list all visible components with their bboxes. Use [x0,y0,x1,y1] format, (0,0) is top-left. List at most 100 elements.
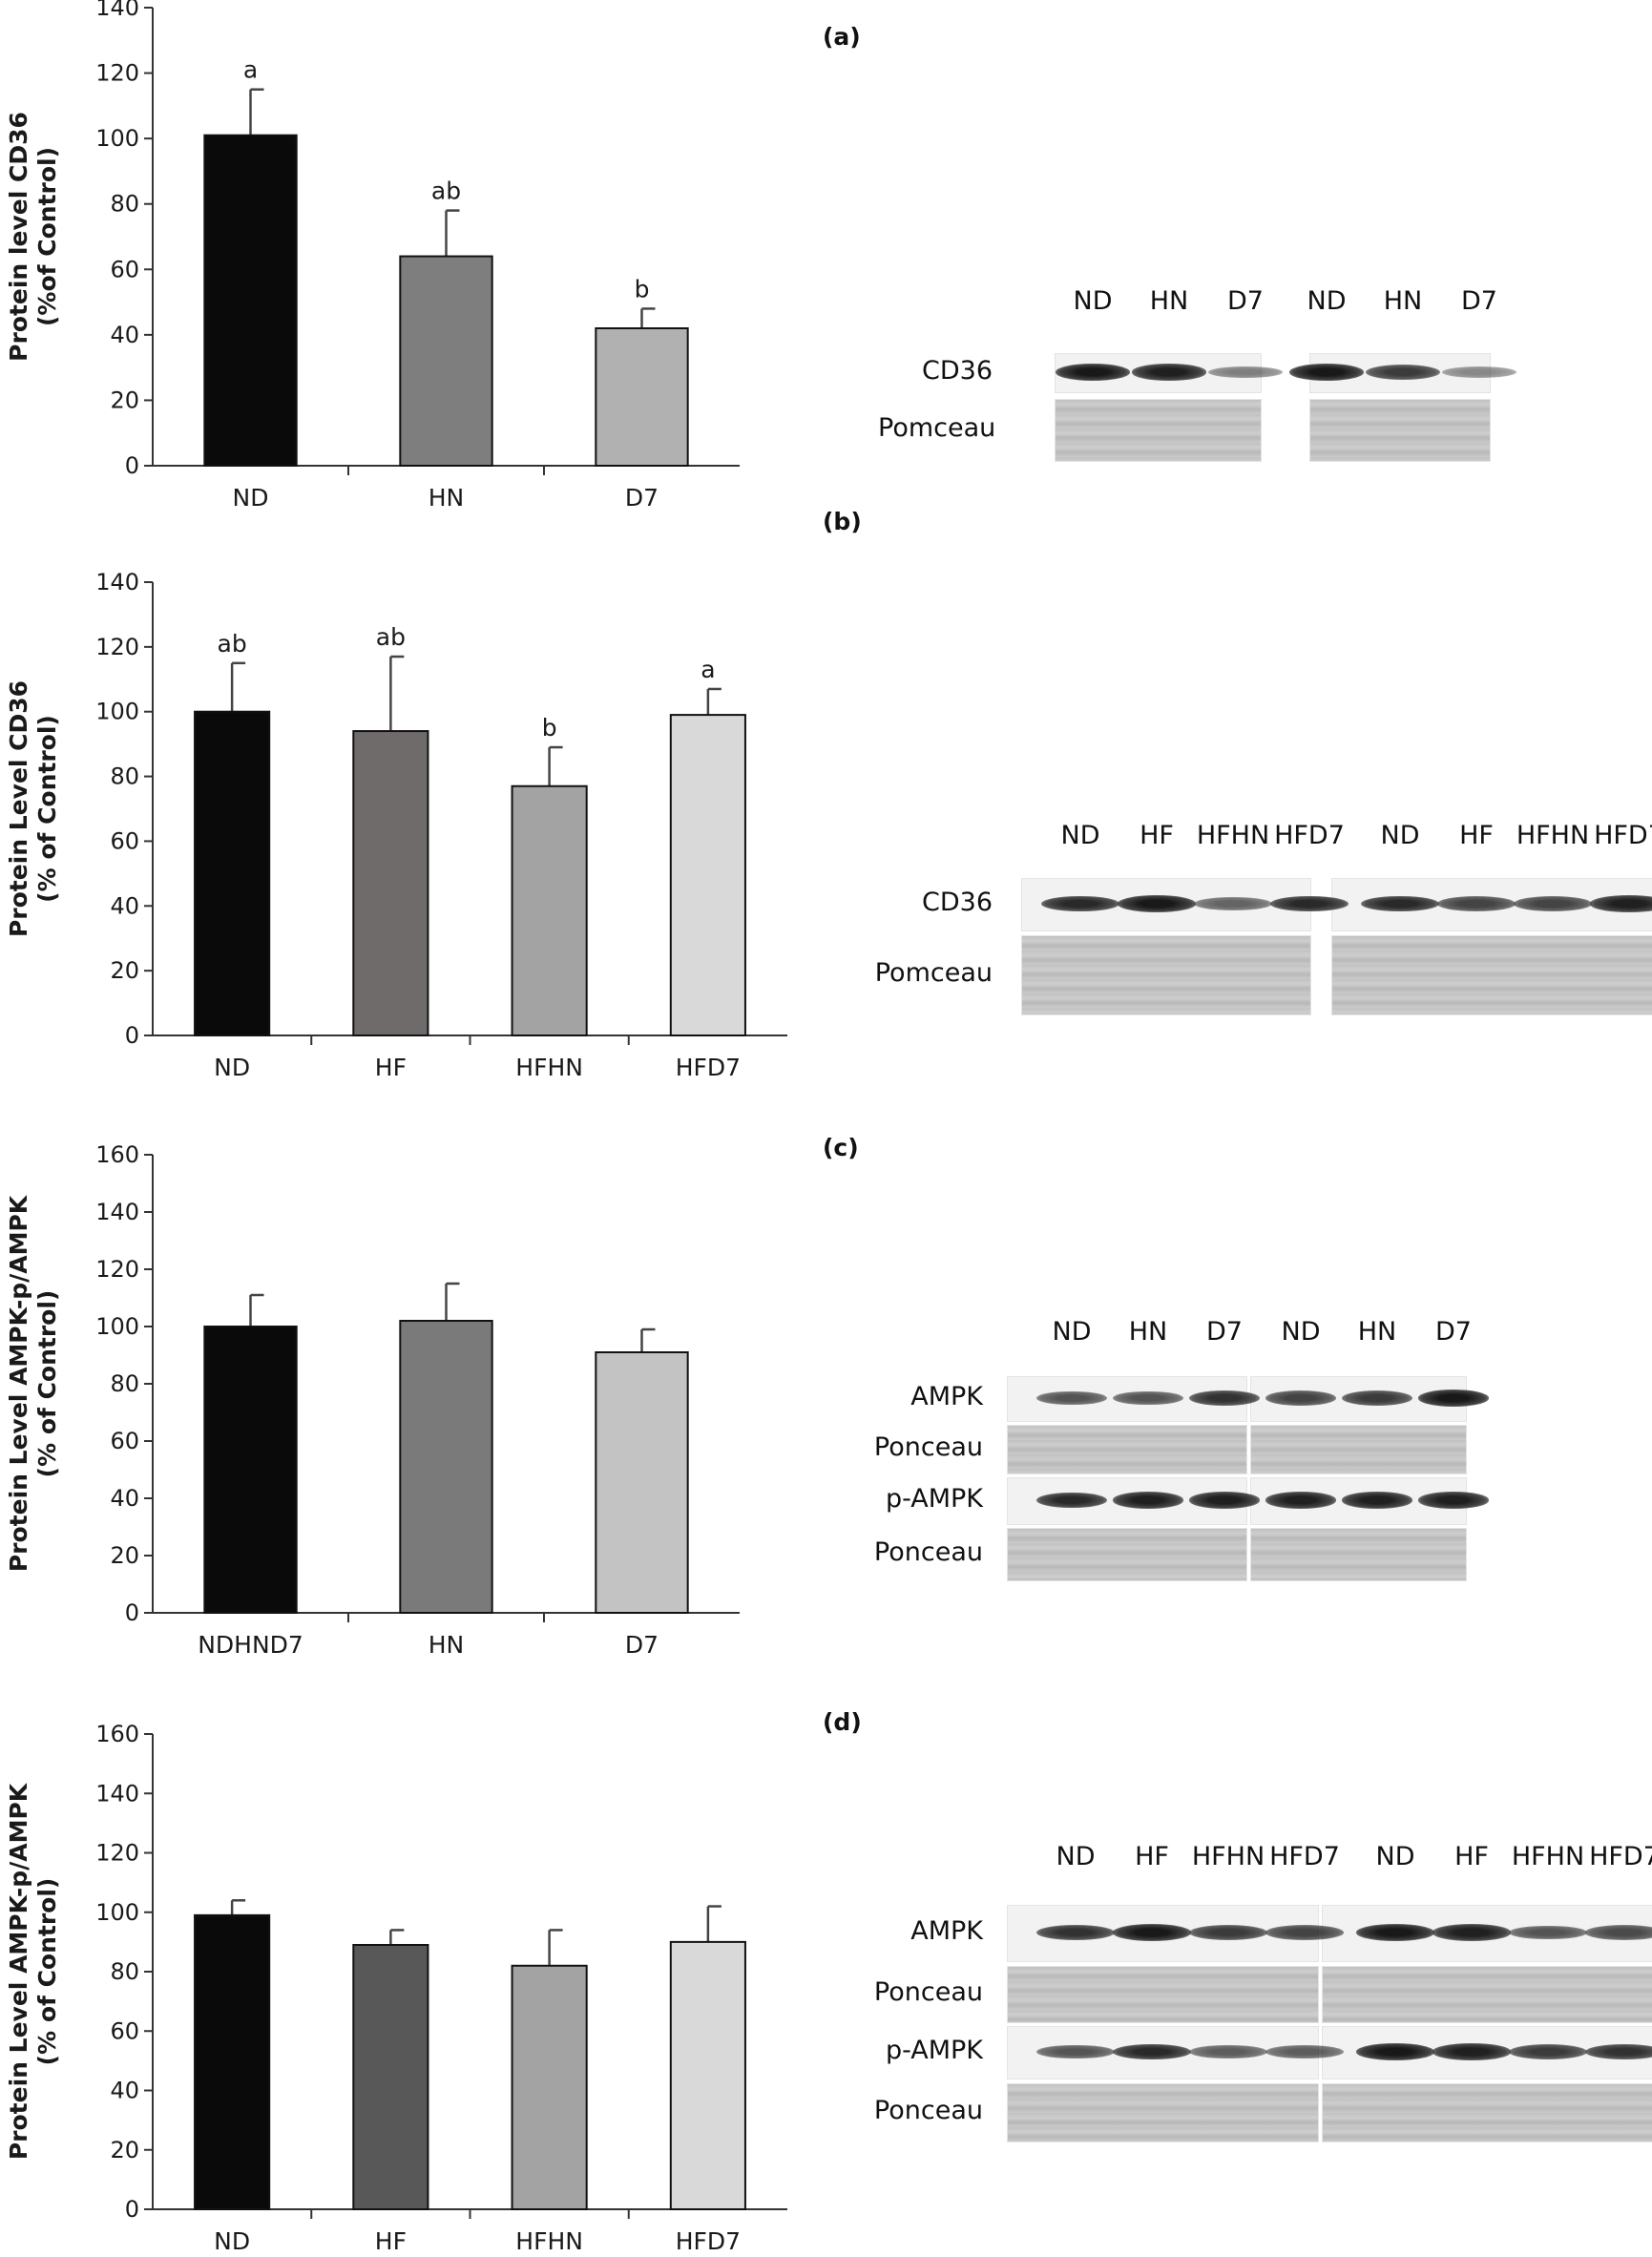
significance-label: b [635,275,650,303]
y-tick-label: 40 [110,322,139,348]
protein-band [1208,366,1283,379]
y-tick-label: 20 [110,2137,139,2163]
y-axis-label-unit: (% of Control) [33,715,61,903]
protein-band [1342,1492,1412,1509]
protein-band [1036,1390,1107,1406]
y-tick-label: 60 [110,256,139,282]
row-label: Ponceau [873,1977,983,2007]
y-tick-label: 140 [95,569,139,596]
western-blot-b: NDHFHFHNHFD7NDHFHFHNHFD7CD36Pomceau [840,821,1652,1040]
protein-band [1194,897,1272,910]
protein-band [1437,896,1516,911]
x-category-label: HFHN [515,2227,583,2255]
protein-band [1509,1925,1587,1940]
protein-band [1418,1390,1489,1407]
protein-band [1189,2044,1267,2059]
y-tick-label: 100 [95,125,139,152]
protein-band [1113,1390,1183,1406]
protein-band [1356,2043,1434,2060]
lane-label: ND [1375,1842,1415,1871]
ponceau-stain [1008,1967,1318,2022]
ponceau-strip [1007,1966,1319,2023]
protein-band [1118,895,1196,912]
protein-band [1189,1390,1260,1407]
protein-band [1366,365,1440,380]
row-label: Pomceau [878,413,996,443]
lane-label: ND [1060,821,1100,850]
lane-label: D7 [1461,286,1497,316]
bar-nd [203,134,298,467]
y-tick-label: 120 [95,1840,139,1867]
y-tick-label: 80 [110,1958,139,1985]
western-blot-a: ND HN D7 ND HN D7 CD36 Pomceau [878,286,1565,487]
ponceau-stain [1251,1529,1466,1580]
bar-hf [352,730,429,1036]
ponceau-stain [1332,936,1652,1014]
y-tick-label: 140 [95,1199,139,1225]
bar-nd [194,1913,271,2211]
bar-hn [399,1320,493,1614]
protein-band [1113,1924,1191,1941]
y-tick-label: 120 [95,634,139,660]
lane-label: HN [1383,286,1423,316]
bar-chart-c: 0 20 40 60 80 100 120 140 160 Protein Level AMPK-… [5,1141,740,1659]
lane-label: ND [1281,1317,1321,1347]
row-label: CD36 [922,356,993,386]
significance-label: a [243,56,258,84]
y-tick-label: 20 [110,957,139,984]
y-tick-label: 60 [110,2017,139,2044]
protein-band [1036,1492,1107,1509]
y-tick-label: 60 [110,827,139,854]
x-category-label: HF [375,1054,407,1081]
y-axis-label-unit: (% of Control) [33,1290,61,1478]
protein-band [1265,1492,1336,1509]
y-axis-label: Protein Level AMPK-p/AMPK [5,1194,32,1572]
y-tick-label: 0 [125,2196,139,2223]
protein-band [1189,1492,1260,1509]
x-category-label: ND [233,484,269,512]
x-category-label: HFD7 [676,2227,741,2255]
row-label: p-AMPK [885,2036,983,2065]
ponceau-stain [1022,936,1310,1014]
y-tick-label: 60 [110,1428,139,1454]
x-category-label: HF [375,2227,407,2255]
ponceau-strip [1250,1528,1467,1581]
protein-band [1590,895,1652,912]
y-tick-label: 20 [110,1542,139,1569]
bar-chart-a: 0 20 40 60 80 100 120 140 Protein level CD36 (%of… [5,0,740,512]
ponceau-strip [1007,1528,1247,1581]
protein-band [1265,1390,1336,1406]
lane-label: HFD7 [1594,821,1652,850]
y-tick-label: 100 [95,1899,139,1926]
lane-label: HF [1135,1842,1169,1871]
bar-d7 [595,327,689,467]
x-category-label: HFD7 [676,1054,741,1081]
lane-label: D7 [1435,1317,1472,1347]
ponceau-stain [1056,400,1261,461]
ponceau-strip [1331,935,1652,1015]
ponceau-stain [1008,1529,1246,1580]
y-axis-label-unit: (% of Control) [33,1878,61,2066]
bar-hfhn [511,1964,588,2210]
panel-label-b: (b) [823,508,862,535]
significance-label: ab [431,178,461,205]
panel-label-a: (a) [823,23,861,51]
protein-band [1432,1924,1511,1941]
ponceau-stain [1251,1426,1466,1473]
lane-label: HF [1454,1842,1489,1871]
ponceau-stain [1323,1967,1652,2022]
lane-label: HF [1140,821,1174,850]
lane-label: HN [1128,1317,1168,1347]
protein-band [1132,364,1206,381]
row-label: Ponceau [873,1432,983,1462]
bar-hf [352,1943,429,2210]
x-category-label: D7 [625,484,659,512]
y-tick-label: 0 [125,1022,139,1049]
bar-hfd7 [669,714,746,1036]
ponceau-strip [1250,1425,1467,1474]
lane-label: ND [1052,1317,1092,1347]
lane-label: HFD7 [1269,1842,1340,1871]
protein-band [1265,2044,1344,2059]
y-tick-label: 140 [95,1780,139,1807]
y-tick-label: 160 [95,1721,139,1747]
